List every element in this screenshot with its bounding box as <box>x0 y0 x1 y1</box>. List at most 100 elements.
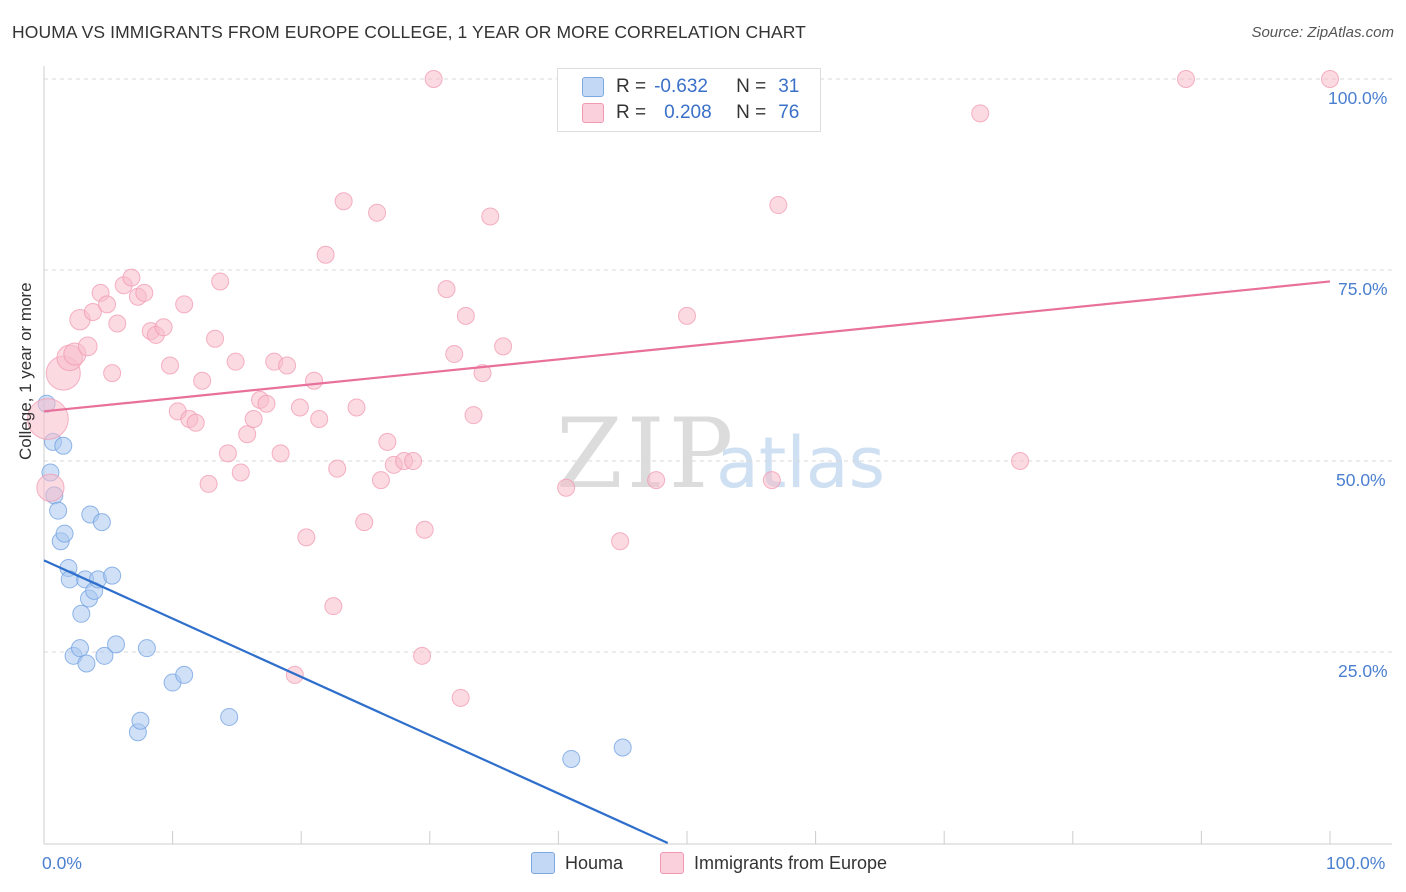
immigrants-point <box>328 459 347 478</box>
immigrants-swatch <box>582 103 604 123</box>
immigrants-point <box>445 345 464 364</box>
immigrants-point <box>456 306 475 325</box>
immigrants-point <box>154 318 173 337</box>
immigrants-point <box>451 688 470 707</box>
houma-trend-line <box>43 559 669 845</box>
immigrants-point <box>271 444 290 463</box>
immigrants-point <box>647 471 666 490</box>
legend-n-label: N = <box>736 102 767 123</box>
houma-point <box>131 711 150 730</box>
immigrants-point <box>310 409 329 428</box>
legend-n-value: 76 <box>778 102 800 123</box>
source-label: Source: ZipAtlas.com <box>1251 24 1394 41</box>
immigrants-legend-label: Immigrants from Europe <box>694 852 888 873</box>
legend-r-label: R = <box>616 76 647 97</box>
legend-r-value: -0.632 <box>654 76 708 97</box>
houma-point <box>220 707 239 726</box>
houma-point <box>107 635 126 654</box>
immigrants-point <box>98 295 117 314</box>
immigrants-trend-line <box>43 280 1331 413</box>
immigrants-point <box>305 371 324 390</box>
immigrants-point <box>218 444 237 463</box>
immigrants-point <box>334 192 353 211</box>
houma-point <box>54 436 73 455</box>
immigrants-point <box>278 356 297 375</box>
immigrants-point <box>415 520 434 539</box>
immigrants-point <box>135 283 154 302</box>
immigrants-point <box>1176 70 1195 88</box>
immigrants-point <box>206 329 225 348</box>
houma-point <box>103 566 122 585</box>
houma-point <box>71 639 90 658</box>
immigrants-point <box>175 295 194 314</box>
immigrants-legend-swatch <box>660 852 684 874</box>
immigrants-point <box>1321 70 1339 88</box>
immigrants-point <box>347 398 366 417</box>
y-tick-label-50: 50.0% <box>1336 470 1386 490</box>
houma-point <box>613 738 632 757</box>
immigrants-point <box>355 513 374 532</box>
immigrants-point <box>161 356 180 375</box>
immigrants-point <box>36 473 65 502</box>
watermark-zip: ZIP <box>556 398 738 510</box>
bottom-legend-houma: Houma <box>531 852 623 874</box>
y-axis-label: College, 1 year or more <box>16 282 35 460</box>
immigrants-point <box>257 394 276 413</box>
immigrants-point <box>473 364 492 383</box>
legend-row-houma: R = -0.632 N = 31 <box>582 74 799 100</box>
immigrants-point <box>108 314 127 333</box>
immigrants-point <box>404 452 423 470</box>
immigrants-point <box>244 409 263 428</box>
immigrants-point <box>971 104 990 123</box>
houma-point <box>95 646 114 665</box>
houma-point <box>49 501 68 520</box>
immigrants-point <box>611 532 630 551</box>
bottom-legend-immigrants: Immigrants from Europe <box>660 852 887 874</box>
y-tick-label-75: 75.0% <box>1338 279 1388 299</box>
immigrants-point <box>83 303 102 322</box>
houma-point <box>77 654 96 673</box>
immigrants-point <box>211 272 230 291</box>
immigrants-point <box>26 398 69 440</box>
legend-r-value: 0.208 <box>664 102 712 123</box>
immigrants-point <box>464 406 483 425</box>
watermark-atlas: atlas <box>716 422 886 504</box>
immigrants-point <box>481 207 500 226</box>
houma-point <box>72 604 91 623</box>
immigrants-point <box>424 70 443 88</box>
houma-point <box>55 524 74 543</box>
immigrants-point <box>371 471 390 490</box>
x-tick-label-min: 0.0% <box>42 853 82 873</box>
legend-row-immigrants: R = 0.208 N = 76 <box>582 100 799 126</box>
immigrants-point <box>413 646 432 665</box>
immigrants-point <box>437 280 456 299</box>
immigrants-point <box>316 245 335 264</box>
stats-legend: R = -0.632 N = 31 R = 0.208 N = 76 <box>557 68 821 132</box>
immigrants-point <box>199 474 218 493</box>
immigrants-point <box>290 398 309 417</box>
immigrants-point <box>193 371 212 390</box>
immigrants-point <box>122 268 141 287</box>
immigrants-point <box>77 336 98 357</box>
houma-point <box>92 513 111 532</box>
immigrants-point <box>557 478 576 497</box>
legend-n-value: 31 <box>778 76 800 97</box>
y-tick-label-100: 100.0% <box>1328 88 1388 108</box>
y-tick-label-25: 25.0% <box>1338 661 1388 681</box>
immigrants-point <box>324 597 343 616</box>
houma-legend-label: Houma <box>565 852 624 873</box>
immigrants-point <box>238 425 257 444</box>
immigrants-point <box>769 196 788 215</box>
immigrants-point <box>678 306 696 325</box>
legend-r-label: R = <box>616 102 647 123</box>
immigrants-point <box>368 203 387 222</box>
immigrants-point <box>762 471 781 490</box>
immigrants-point <box>297 528 316 547</box>
houma-legend-swatch <box>531 852 555 874</box>
immigrants-point <box>231 463 250 482</box>
immigrants-point <box>186 413 205 432</box>
legend-n-label: N = <box>736 76 767 97</box>
x-tick-label-max: 100.0% <box>1326 853 1386 873</box>
houma-point <box>175 665 194 684</box>
